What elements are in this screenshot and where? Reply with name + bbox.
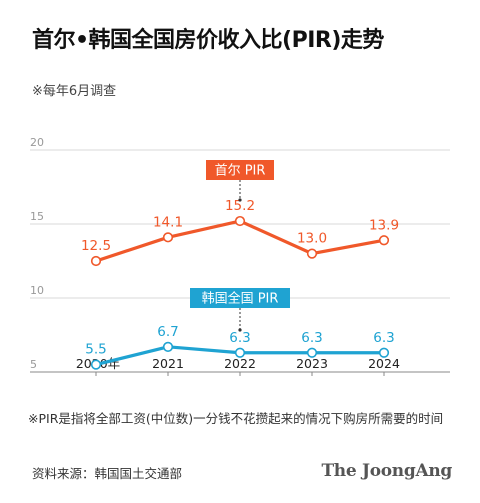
- footnote: ※PIR是指将全部工资(中位数)一分钱不花攒起来的情况下购房所需要的时间: [28, 411, 444, 426]
- data-point: [306, 248, 318, 259]
- source-note: 资料来源：韩国国土交通部: [32, 466, 183, 481]
- data-point: [162, 341, 174, 352]
- x-tick-label: 2021: [152, 356, 184, 371]
- chart-subtitle: ※每年6月调查: [32, 84, 117, 99]
- y-tick-label: 10: [30, 284, 44, 297]
- data-label: 14.1: [153, 214, 183, 230]
- data-point: [234, 215, 246, 227]
- data-label: 12.5: [81, 238, 111, 254]
- data-label: 13.0: [297, 231, 327, 247]
- x-tick-label: 2022: [224, 356, 256, 371]
- y-tick-label: 5: [30, 358, 37, 371]
- data-point: [90, 359, 102, 370]
- legend-tag: [206, 160, 274, 180]
- legend-leader-dot: [238, 328, 242, 332]
- data-label: 13.9: [369, 217, 399, 233]
- data-label: 15.2: [225, 198, 255, 214]
- series-line: [95, 219, 385, 263]
- brand-logo: The JoongAng: [321, 461, 452, 481]
- y-tick-label: 15: [30, 210, 44, 223]
- data-label: 6.3: [229, 330, 250, 346]
- legend-tag: [190, 288, 290, 308]
- data-point: [162, 232, 174, 243]
- x-tick-label: 2023: [296, 356, 328, 371]
- data-point: [378, 347, 390, 358]
- line-chart: 51015202020年202120222023202412.514.115.2…: [30, 136, 450, 376]
- x-tick-label: 2024: [368, 356, 400, 371]
- y-tick-label: 20: [30, 136, 44, 149]
- data-point: [378, 235, 390, 246]
- data-point: [90, 255, 102, 267]
- legend-label: 首尔 PIR: [215, 164, 266, 179]
- legend-leader-dot: [238, 198, 242, 202]
- data-label: 6.3: [301, 330, 322, 346]
- data-label: 6.3: [373, 330, 394, 346]
- chart-title: 首尔•韩国全国房价收入比(PIR)走势: [32, 28, 384, 53]
- data-label: 5.5: [85, 342, 106, 358]
- legend-label: 韩国全国 PIR: [202, 291, 279, 307]
- data-point: [234, 347, 246, 358]
- data-point: [306, 347, 318, 358]
- data-label: 6.7: [157, 324, 178, 340]
